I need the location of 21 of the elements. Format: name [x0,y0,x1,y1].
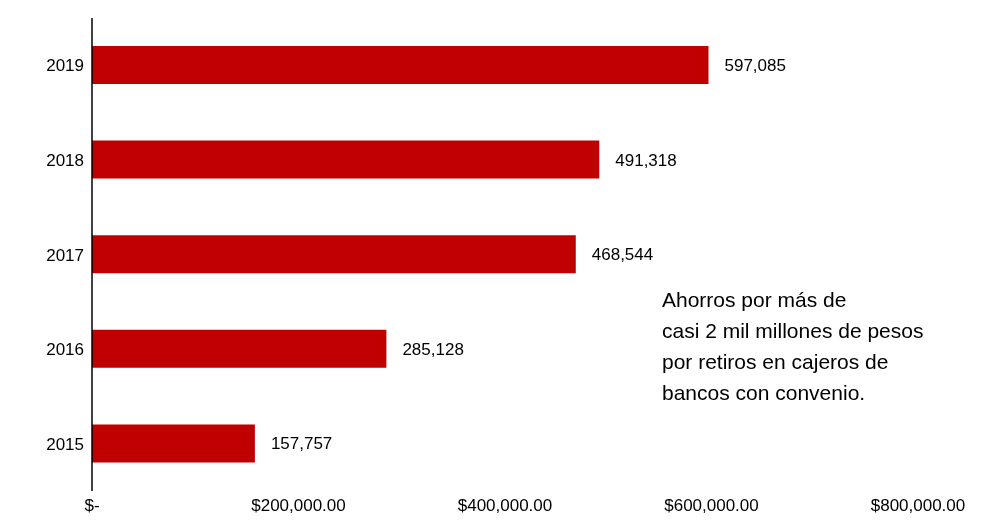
x-tick-label: $600,000.00 [664,496,759,516]
data-label: 468,544 [591,245,654,265]
y-tick-label: 2018 [46,150,84,170]
bar [92,329,387,368]
x-tick-label: $- [84,496,100,516]
bar [92,46,709,84]
y-tick-label: 2019 [46,56,84,76]
bar [92,140,600,179]
annotation: Ahorros por más de casi 2 mil millones de pesos por retiros en cajeros de bancos con convenio. [662,287,925,406]
data-label: 157,757 [270,434,333,454]
bar [92,424,255,463]
y-tick-label: 2017 [46,245,84,265]
x-tick-label: $800,000.00 [870,496,966,516]
bar [92,235,576,274]
x-tick-label: $200,000.00 [251,496,346,516]
y-tick-label: 2016 [46,340,84,360]
data-label: 285,128 [402,339,464,359]
data-label: 491,318 [615,150,677,170]
data-label: 597,085 [724,56,786,76]
x-tick-label: $400,000.00 [457,496,553,516]
y-tick-label: 2015 [46,434,84,454]
